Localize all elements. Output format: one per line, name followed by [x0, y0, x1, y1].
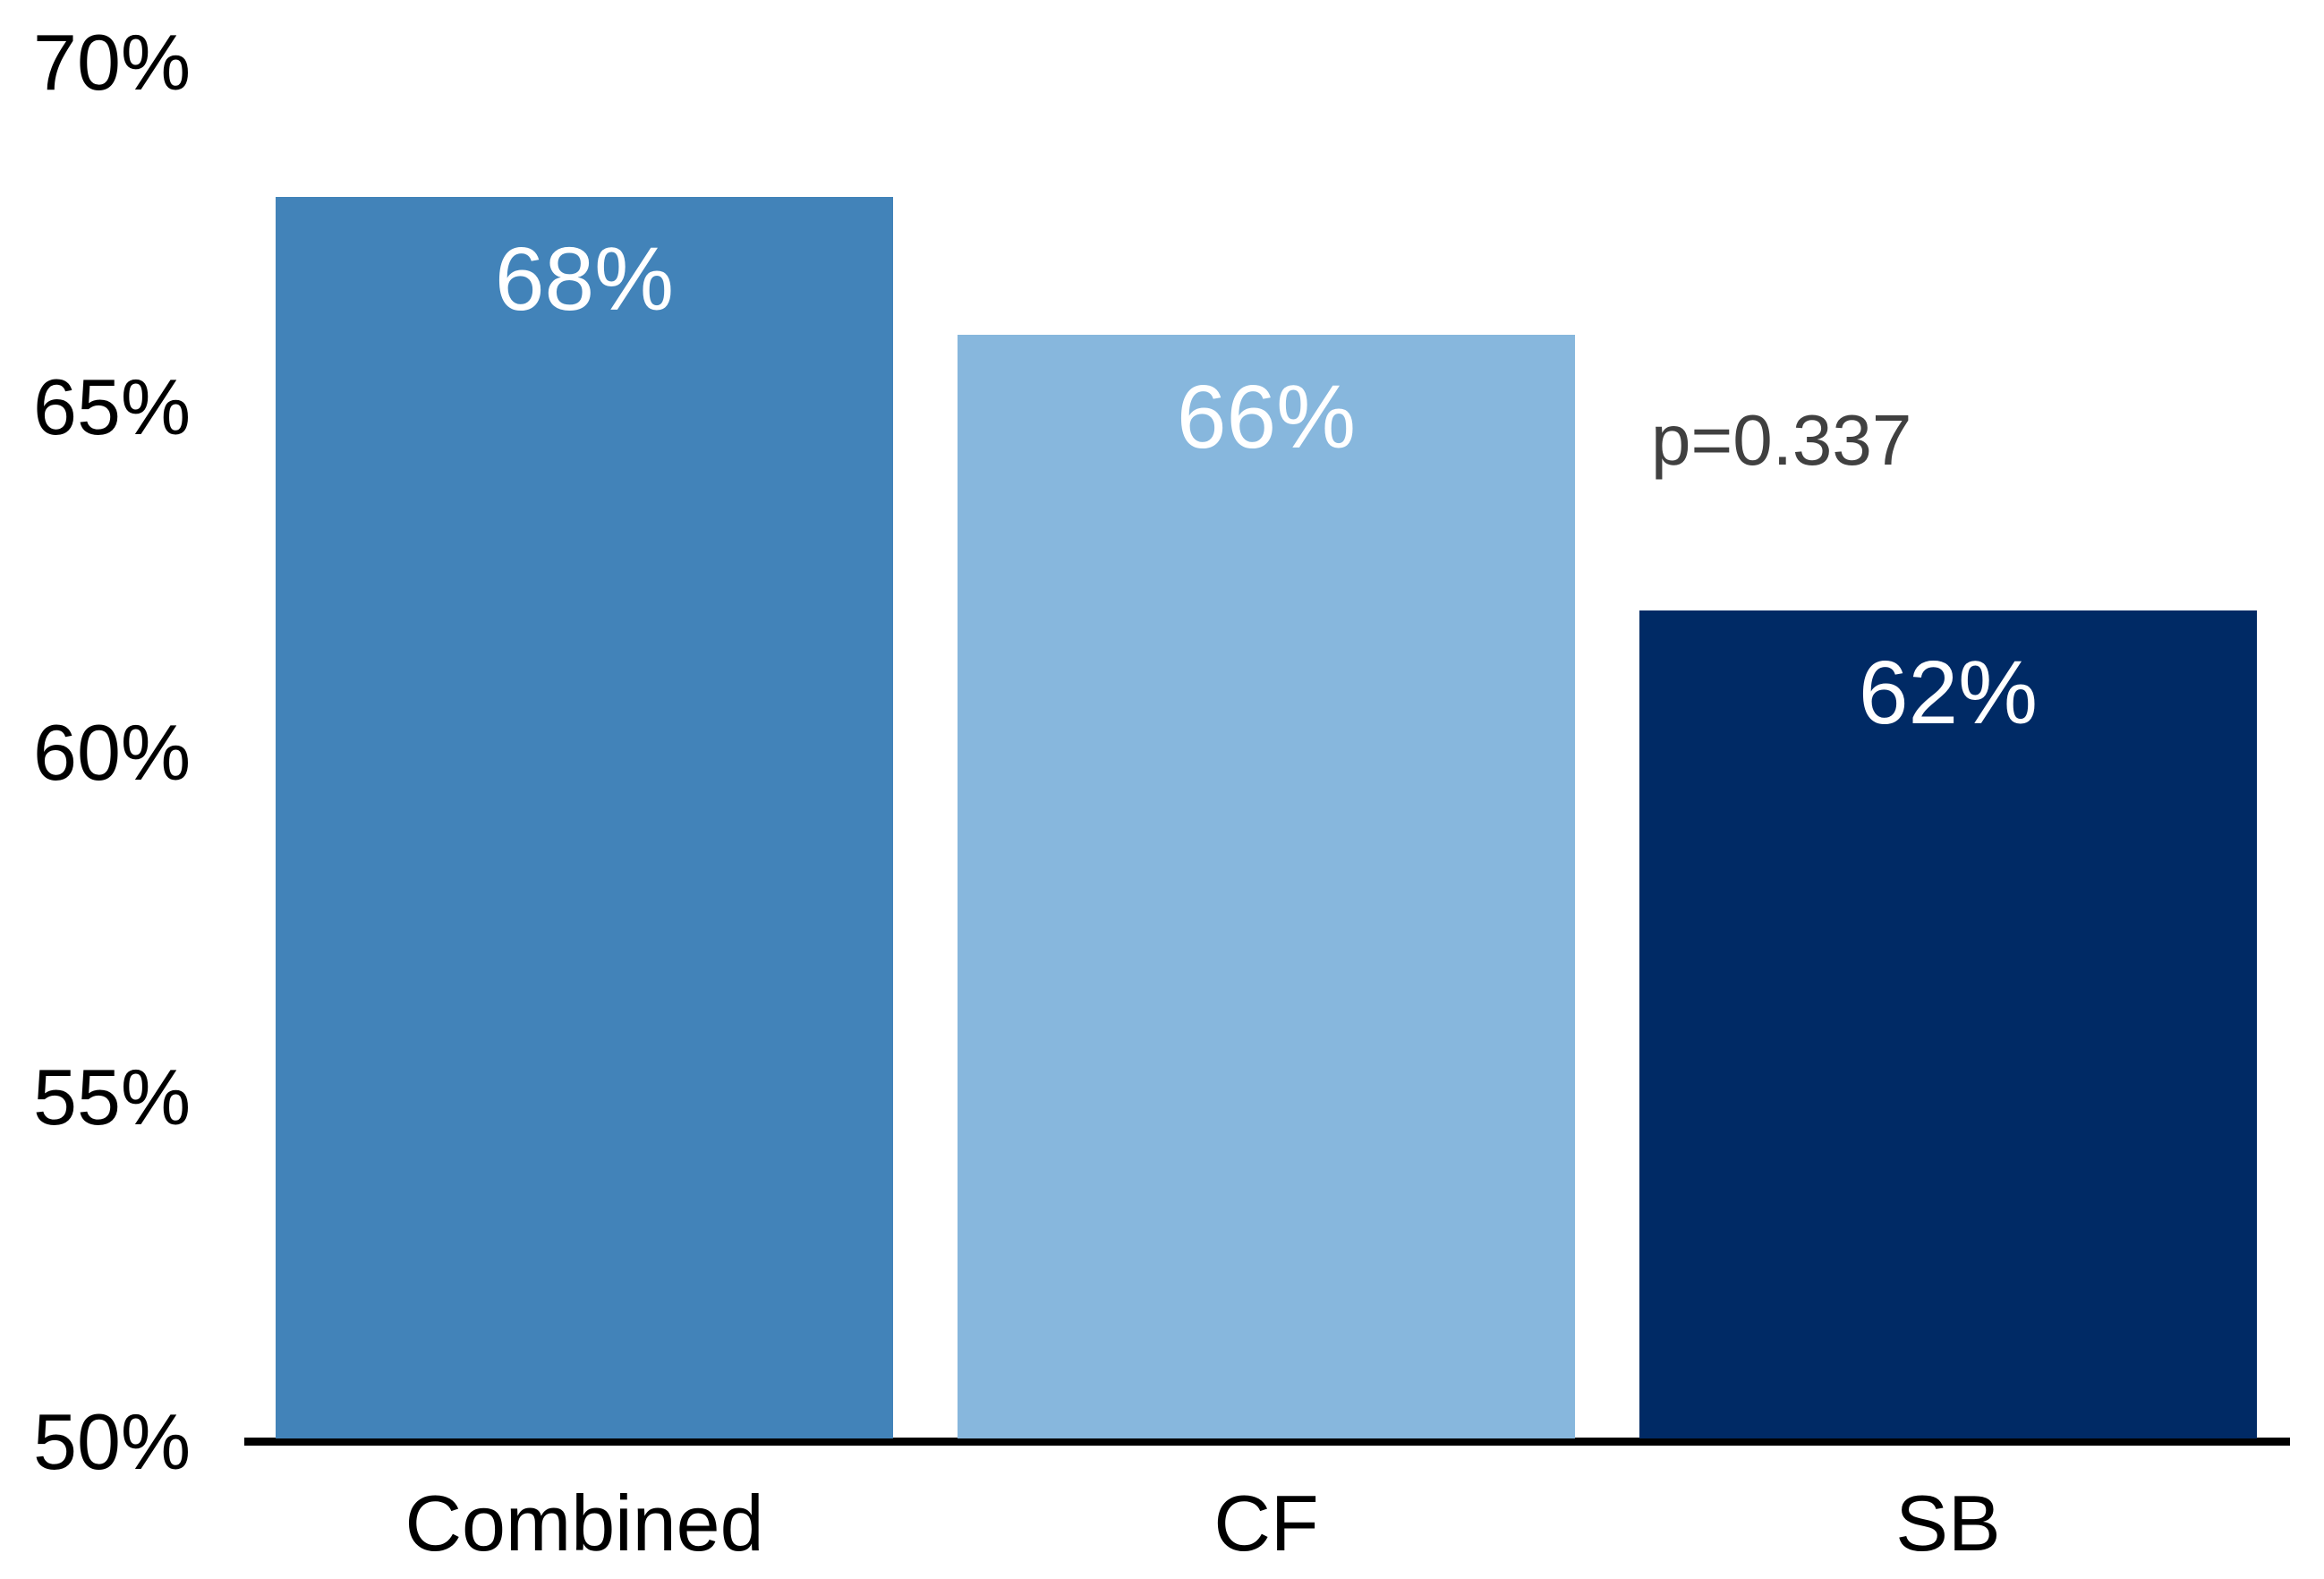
bar-value-label: 68%: [494, 229, 675, 330]
bar-combined: [276, 197, 893, 1438]
x-axis-line: [244, 1438, 2290, 1446]
bar-value-label: 66%: [1176, 367, 1357, 468]
y-tick-label: 65%: [33, 363, 192, 452]
p-value-annotation: p=0.337: [1651, 400, 1912, 481]
bar-sb: [1639, 610, 2257, 1438]
bar-cf: [958, 335, 1575, 1438]
x-category-label-cf: CF: [1213, 1479, 1319, 1567]
y-tick-label: 50%: [33, 1397, 192, 1486]
bar-value-label: 62%: [1858, 643, 2039, 744]
y-tick-label: 70%: [33, 18, 192, 107]
y-tick-label: 60%: [33, 707, 192, 797]
y-tick-label: 55%: [33, 1052, 192, 1141]
x-category-label-sb: SB: [1895, 1479, 2001, 1567]
x-category-label-combined: Combined: [404, 1479, 764, 1567]
